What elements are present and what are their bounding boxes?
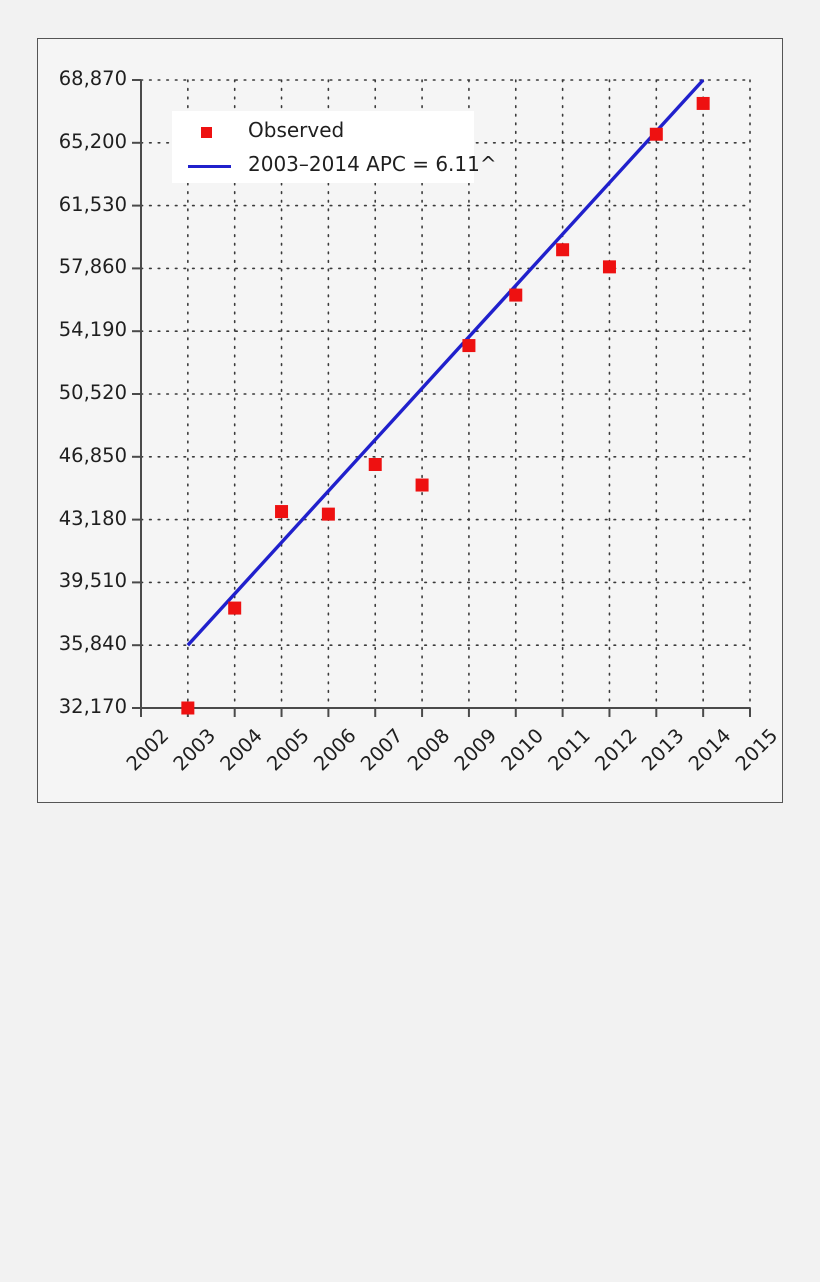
legend-square-marker-icon [201,127,212,138]
legend-line-marker-icon [188,165,231,168]
legend-item-trend: 2003–2014 APC = 6.11^ [172,147,497,183]
chart-container: 32,170 35,840 39,510 43,180 46,850 50,520 54,1… [37,38,783,803]
y-axis-tick-label: 35,840 [58,632,127,656]
y-axis-tick-label: 61,530 [58,192,127,216]
chart-legend: Observed 2003–2014 APC = 6.11^ [172,111,497,183]
y-axis-tick-label: 46,850 [58,443,127,467]
y-axis-tick-label: 43,180 [58,506,127,530]
legend-label-trend: 2003–2014 APC = 6.11^ [248,152,497,176]
y-axis-tick-label: 57,860 [58,255,127,279]
y-axis-tick-label: 50,520 [58,381,127,404]
y-axis-tick-label: 54,190 [58,318,127,342]
legend-label-observed: Observed [248,118,345,142]
y-axis-tick-label: 65,200 [58,129,127,153]
legend-item-observed: Observed [172,113,474,149]
y-axis-tick-label: 32,170 [58,695,127,718]
y-axis-tick-label: 39,510 [58,569,127,593]
y-axis-tick-label: 68,870 [58,67,127,90]
